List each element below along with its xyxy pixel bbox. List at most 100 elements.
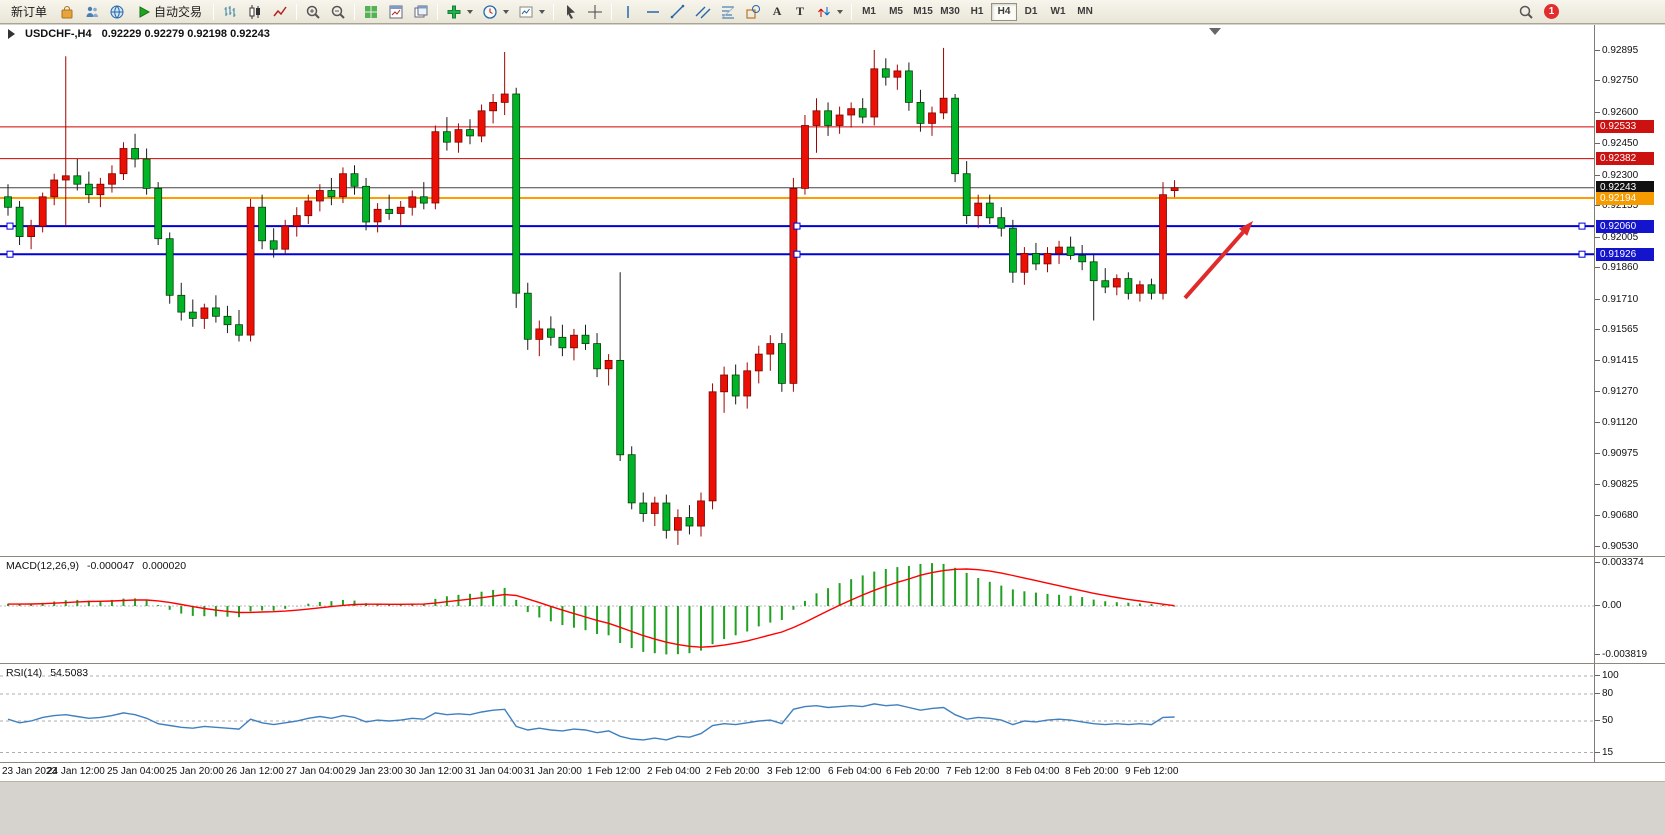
zoom-in-icon bbox=[305, 4, 321, 20]
toolbar-separator bbox=[553, 3, 555, 20]
arrange-windows-icon bbox=[388, 4, 404, 20]
panel-splitter[interactable] bbox=[0, 556, 1665, 557]
one-click-trading-icon[interactable] bbox=[8, 29, 15, 39]
indicators-button[interactable] bbox=[442, 2, 477, 22]
dropdown-caret-icon bbox=[467, 9, 474, 14]
chart-shift-marker-icon[interactable] bbox=[1209, 28, 1221, 35]
text-tool-button[interactable]: A bbox=[766, 2, 788, 22]
line-selection-handle[interactable] bbox=[6, 222, 14, 230]
time-tick-label: 6 Feb 04:00 bbox=[828, 766, 882, 777]
fibonacci-button[interactable] bbox=[716, 2, 740, 22]
market-button[interactable] bbox=[55, 2, 79, 22]
zoom-out-icon bbox=[330, 4, 346, 20]
time-axis[interactable]: 23 Jan 2023 24 Jan 12:00 25 Jan 04:00 25 Ja… bbox=[0, 763, 1665, 781]
templates-button[interactable] bbox=[514, 2, 549, 22]
timeframe-mn-button[interactable]: MN bbox=[1072, 3, 1098, 21]
zoom-in-button[interactable] bbox=[301, 2, 325, 22]
macd-signal-line bbox=[8, 568, 1175, 648]
axis-tick-label: 0.91270 bbox=[1594, 385, 1639, 397]
time-tick-label: 29 Jan 23:00 bbox=[345, 766, 403, 777]
panel-splitter bbox=[0, 762, 1665, 763]
cascade-windows-icon bbox=[413, 4, 429, 20]
search-button[interactable] bbox=[1514, 2, 1538, 22]
arrange-windows-button[interactable] bbox=[384, 2, 408, 22]
dropdown-caret-icon bbox=[837, 9, 844, 14]
timeframe-d1-button[interactable]: D1 bbox=[1018, 3, 1044, 21]
macd-header: MACD(12,26,9) -0.000047 0.000020 bbox=[6, 560, 186, 572]
rsi-line bbox=[7, 703, 1175, 741]
macd-signal-value: 0.000020 bbox=[142, 560, 187, 572]
line-selection-handle[interactable] bbox=[793, 250, 801, 258]
web-terminal-button[interactable] bbox=[105, 2, 129, 22]
notification-badge[interactable]: 1 bbox=[1544, 4, 1559, 19]
channel-icon bbox=[695, 4, 711, 20]
new-order-button[interactable]: 新订单 bbox=[4, 2, 54, 22]
vertical-line-button[interactable] bbox=[616, 2, 640, 22]
timeframe-m15-button[interactable]: M15 bbox=[910, 3, 936, 21]
time-tick-label: 24 Jan 12:00 bbox=[47, 766, 105, 777]
channel-button[interactable] bbox=[691, 2, 715, 22]
tile-windows-button[interactable] bbox=[359, 2, 383, 22]
trendline-button[interactable] bbox=[666, 2, 690, 22]
axis-tick-label: 0.92750 bbox=[1594, 75, 1639, 87]
line-selection-handle[interactable] bbox=[6, 250, 14, 258]
rsi-panel[interactable] bbox=[0, 664, 1594, 762]
line-selection-handle[interactable] bbox=[1578, 222, 1586, 230]
timeframe-m5-button[interactable]: M5 bbox=[883, 3, 909, 21]
macd-name: MACD(12,26,9) bbox=[6, 560, 79, 572]
axis-tick-label: 0.90825 bbox=[1594, 479, 1639, 491]
axis-tick-label: 0.91710 bbox=[1594, 293, 1639, 305]
horizontal-line-icon bbox=[645, 4, 661, 20]
macd-histogram bbox=[7, 563, 1176, 655]
signals-button[interactable] bbox=[80, 2, 104, 22]
candlestick-chart-button[interactable] bbox=[243, 2, 267, 22]
timeframe-h4-button[interactable]: H4 bbox=[991, 2, 1018, 21]
horizontal-line-button[interactable] bbox=[641, 2, 665, 22]
time-tick-label: 2 Feb 20:00 bbox=[706, 766, 760, 777]
zoom-out-button[interactable] bbox=[326, 2, 350, 22]
axis-tick-label: 0.90530 bbox=[1594, 541, 1639, 552]
periods-button[interactable] bbox=[478, 2, 513, 22]
chart-symbol-period: USDCHF-,H4 bbox=[25, 28, 92, 40]
axis-tick-label: 0.92895 bbox=[1594, 45, 1639, 56]
macd-panel[interactable] bbox=[0, 557, 1594, 663]
arrows-tool-button[interactable] bbox=[812, 2, 847, 22]
auto-trading-button[interactable]: 自动交易 bbox=[130, 2, 209, 22]
line-selection-handle[interactable] bbox=[1578, 250, 1586, 258]
label-tool-button[interactable]: T bbox=[789, 2, 811, 22]
signals-icon bbox=[84, 4, 100, 20]
templates-icon bbox=[518, 4, 534, 20]
cascade-windows-button[interactable] bbox=[409, 2, 433, 22]
rsi-name: RSI(14) bbox=[6, 667, 43, 679]
timeframe-h1-button[interactable]: H1 bbox=[964, 3, 990, 21]
timeframe-m30-button[interactable]: M30 bbox=[937, 3, 963, 21]
timeframe-w1-button[interactable]: W1 bbox=[1045, 3, 1071, 21]
panel-splitter[interactable] bbox=[0, 663, 1665, 664]
axis-tick-label: 0.91860 bbox=[1594, 262, 1639, 274]
periods-clock-icon bbox=[482, 4, 498, 20]
line-chart-button[interactable] bbox=[268, 2, 292, 22]
price-tag: 0.92060 bbox=[1596, 219, 1654, 233]
arrows-icon bbox=[816, 4, 832, 20]
line-selection-handle[interactable] bbox=[793, 222, 801, 230]
shapes-icon bbox=[745, 4, 761, 20]
toolbar-separator bbox=[611, 3, 613, 20]
auto-trading-label: 自动交易 bbox=[154, 5, 203, 19]
axis-tick-label: 0.92155 bbox=[1594, 200, 1639, 212]
toolbar-separator bbox=[296, 3, 298, 20]
price-chart[interactable] bbox=[0, 25, 1594, 556]
rsi-value: 54.5083 bbox=[50, 667, 89, 679]
market-icon bbox=[59, 4, 75, 20]
trend-arrow-annotation[interactable] bbox=[1183, 221, 1253, 300]
dropdown-caret-icon bbox=[503, 9, 510, 14]
window-background bbox=[0, 781, 1665, 835]
bar-chart-button[interactable] bbox=[218, 2, 242, 22]
rsi-header: RSI(14) 54.5083 bbox=[6, 667, 88, 679]
timeframe-m1-button[interactable]: M1 bbox=[856, 3, 882, 21]
axis-tick-label: 0.91565 bbox=[1594, 323, 1639, 335]
cursor-button[interactable] bbox=[558, 2, 582, 22]
price-axis[interactable]: 0.92895 0.92750 0.92600 0.92450 0.92300 0.921… bbox=[1594, 25, 1665, 762]
crosshair-button[interactable] bbox=[583, 2, 607, 22]
shapes-button[interactable] bbox=[741, 2, 765, 22]
